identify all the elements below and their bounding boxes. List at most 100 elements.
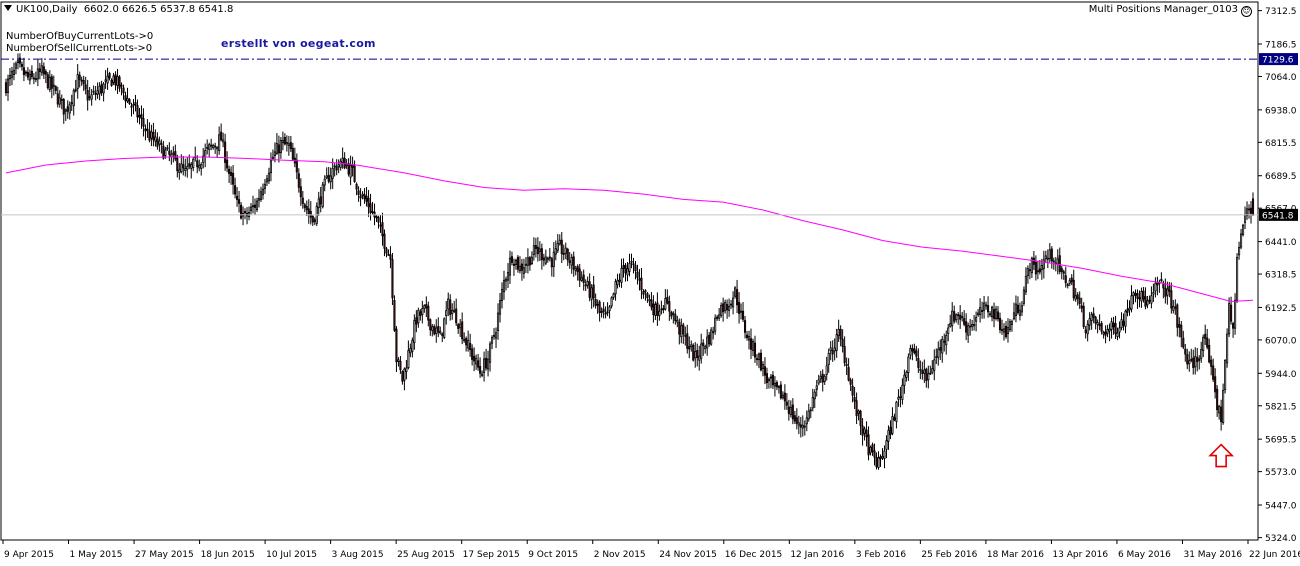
dropdown-triangle-icon[interactable] <box>4 5 12 11</box>
candle-body <box>1028 269 1031 272</box>
candle-body <box>724 302 727 311</box>
candle-body <box>323 178 326 186</box>
candle-body <box>660 308 663 311</box>
candle-body <box>214 145 217 148</box>
candle-body <box>94 93 97 95</box>
candle-body <box>192 158 195 168</box>
candle-body <box>321 184 324 208</box>
candle-body <box>853 397 856 402</box>
candle-body <box>963 318 966 325</box>
candle-body <box>445 310 448 317</box>
candle-body <box>777 386 780 389</box>
candle-body <box>34 78 37 81</box>
candle-body <box>381 222 384 237</box>
candle-body <box>578 268 581 281</box>
candle-body <box>642 291 645 295</box>
candle-body <box>1062 271 1065 274</box>
sell-lots-status: NumberOfSellCurrentLots->0 <box>6 43 153 54</box>
candle-body <box>433 326 436 335</box>
candle-body <box>1216 388 1219 411</box>
candle-body <box>598 301 601 313</box>
candle-body <box>544 256 547 264</box>
candle-body <box>624 264 627 274</box>
candle-body <box>1196 357 1199 363</box>
candle-body <box>803 425 806 428</box>
candle-body <box>1164 287 1167 297</box>
candle-body <box>1120 319 1123 328</box>
candle-body <box>379 224 382 227</box>
y-tick-label-0: 7312.5 <box>1265 7 1297 17</box>
candle-body <box>283 137 286 145</box>
candle-body <box>722 303 725 313</box>
candle-body <box>423 305 426 309</box>
candle-body <box>522 267 525 274</box>
candle-body <box>887 429 890 442</box>
x-tick-label-16: 13 Apr 2016 <box>1052 550 1108 560</box>
watermark-text: erstellt von oegeat.com <box>221 37 376 50</box>
candle-body <box>261 188 265 196</box>
candle-body <box>779 384 782 399</box>
candle-body <box>634 265 637 271</box>
candle-body <box>10 71 14 78</box>
candle-body <box>116 76 119 86</box>
candle-body <box>869 446 872 454</box>
candle-body <box>720 305 723 316</box>
candle-body <box>417 309 420 324</box>
candle-body <box>592 284 595 299</box>
candle-body <box>307 208 310 215</box>
y-tick-label-15: 5447.0 <box>1265 502 1297 512</box>
candle-body <box>969 325 972 328</box>
candle-body <box>439 330 442 334</box>
candle-body <box>692 344 695 361</box>
candle-body <box>329 175 332 183</box>
candle-body <box>1118 327 1121 333</box>
candle-body <box>150 131 153 139</box>
candle-body <box>449 299 452 315</box>
candle-body <box>548 256 551 259</box>
candle-body <box>965 321 968 333</box>
candle-body <box>1084 329 1087 333</box>
candle-body <box>923 369 926 374</box>
candle-body <box>799 424 802 428</box>
candle-body <box>12 69 16 75</box>
candle-body <box>273 151 276 156</box>
candle-body <box>166 147 169 150</box>
candle-body <box>1088 318 1091 326</box>
candle-body <box>8 75 12 80</box>
candle-body <box>335 166 338 171</box>
candle-body <box>873 450 876 458</box>
candle-body <box>1058 255 1061 272</box>
moving-average-line <box>5 156 1254 303</box>
candle-body <box>176 157 179 172</box>
candle-body <box>40 65 43 73</box>
candle-body <box>702 342 705 346</box>
candle-body <box>172 152 175 155</box>
candle-body <box>1046 257 1049 260</box>
candle-body <box>556 242 559 251</box>
candle-body <box>1154 282 1157 292</box>
candle-body <box>843 346 846 364</box>
candle-body <box>839 328 842 340</box>
candle-body <box>891 416 894 434</box>
candle-body <box>765 373 768 384</box>
candle-body <box>473 355 476 362</box>
candle-body <box>741 310 745 320</box>
candle-body <box>1208 344 1211 363</box>
candle-body <box>345 163 348 167</box>
candle-body <box>801 424 804 429</box>
candle-body <box>178 169 181 173</box>
candle-body <box>469 343 472 351</box>
candle-body <box>1132 292 1135 297</box>
candle-body <box>959 314 962 320</box>
candle-body <box>895 401 898 422</box>
candle-body <box>498 300 502 315</box>
smiley-icon[interactable]: ☺ <box>1241 6 1252 17</box>
candle-body <box>562 252 565 255</box>
x-tick-label-13: 3 Feb 2016 <box>856 550 907 560</box>
candle-body <box>1214 376 1217 393</box>
candle-body <box>698 355 701 361</box>
candle-body <box>1016 304 1019 313</box>
candle-body <box>572 256 575 270</box>
